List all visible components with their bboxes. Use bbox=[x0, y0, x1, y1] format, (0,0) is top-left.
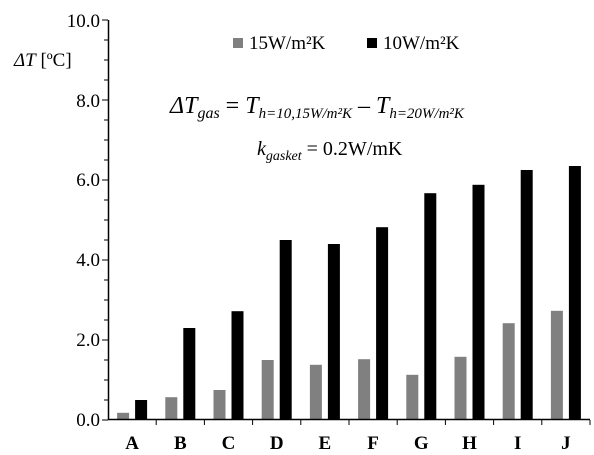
x-tick-label-i: I bbox=[514, 433, 521, 454]
bar-10w-f bbox=[376, 227, 389, 420]
bar-15w-i bbox=[502, 323, 515, 420]
plot-area: A B C D E F G H I J bbox=[102, 19, 591, 454]
x-tick-label-h: H bbox=[462, 433, 477, 454]
x-tick-label-f: F bbox=[367, 433, 379, 454]
y-tick-label-2: 2.0 bbox=[76, 330, 100, 351]
bar-15w-g bbox=[406, 374, 419, 420]
x-tick-label-g: G bbox=[414, 433, 429, 454]
bar-15w-j bbox=[550, 310, 563, 420]
x-tick-label-c: C bbox=[222, 433, 236, 454]
bar-10w-i bbox=[520, 170, 533, 420]
bar-10w-d bbox=[279, 240, 292, 420]
bar-10w-c bbox=[231, 311, 244, 420]
legend-label-15w: 15W/m²K bbox=[249, 33, 326, 54]
x-tick-label-a: A bbox=[125, 433, 139, 454]
bar-15w-h bbox=[454, 356, 467, 420]
y-tick-label-6: 6.0 bbox=[76, 170, 100, 191]
y-tick-label-4: 4.0 bbox=[76, 250, 100, 271]
legend-swatch-10w bbox=[367, 38, 377, 48]
bar-15w-b bbox=[165, 397, 178, 420]
bar-10w-g bbox=[424, 193, 437, 420]
y-tick-label-8: 8.0 bbox=[76, 91, 100, 112]
bar-10w-h bbox=[472, 184, 485, 420]
bar-10w-e bbox=[327, 244, 340, 420]
x-tick-label-d: D bbox=[270, 433, 284, 454]
bar-15w-a bbox=[117, 412, 130, 420]
bar-10w-j bbox=[568, 166, 581, 420]
x-tick-label-b: B bbox=[174, 433, 187, 454]
equation-delta-t-gas: ΔTgas = Th=10,15W/m²K – Th=20W/m²K bbox=[169, 93, 465, 122]
bar-10w-b bbox=[183, 328, 196, 420]
bar-15w-c bbox=[213, 390, 226, 420]
bar-15w-e bbox=[309, 364, 322, 420]
bar-10w-a bbox=[135, 400, 148, 420]
legend-swatch-15w bbox=[233, 38, 243, 48]
bar-15w-f bbox=[358, 359, 371, 420]
legend-label-10w: 10W/m²K bbox=[383, 33, 460, 54]
y-axis-label: ΔT [ºC] bbox=[13, 50, 72, 71]
x-tick-label-j: J bbox=[561, 433, 571, 454]
y-tick-label-10: 10.0 bbox=[67, 11, 100, 32]
x-tick-label-e: E bbox=[319, 433, 332, 454]
bar-15w-d bbox=[261, 360, 274, 420]
equation-k-gasket: kgasket = 0.2W/mK bbox=[257, 138, 403, 164]
y-tick-label-0: 0.0 bbox=[76, 410, 100, 431]
